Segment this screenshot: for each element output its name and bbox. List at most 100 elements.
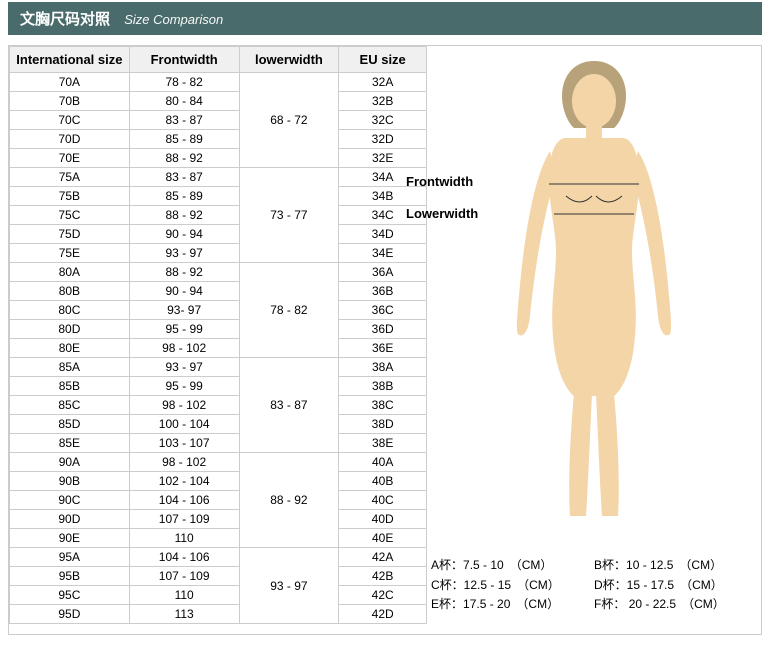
th-intl: International size bbox=[10, 47, 130, 73]
cell-eu: 38D bbox=[339, 415, 427, 434]
label-lowerwidth: Lowerwidth bbox=[406, 206, 478, 221]
size-table: International size Frontwidth lowerwidth… bbox=[9, 46, 427, 624]
table-row: 70B80 - 8432B bbox=[10, 92, 427, 111]
cell-eu: 40E bbox=[339, 529, 427, 548]
cell-intl: 85A bbox=[10, 358, 130, 377]
cell-intl: 80C bbox=[10, 301, 130, 320]
cell-frontwidth: 107 - 109 bbox=[129, 567, 239, 586]
head-shape bbox=[572, 74, 616, 128]
cell-frontwidth: 98 - 102 bbox=[129, 339, 239, 358]
cell-eu: 32D bbox=[339, 130, 427, 149]
cell-eu: 32A bbox=[339, 73, 427, 92]
cell-frontwidth: 104 - 106 bbox=[129, 548, 239, 567]
cell-eu: 42D bbox=[339, 605, 427, 624]
cell-intl: 90C bbox=[10, 491, 130, 510]
cell-lowerwidth: 93 - 97 bbox=[239, 548, 339, 624]
cup-row: C杯：12.5 - 15 （CM） D杯：15 - 17.5 （CM） bbox=[431, 576, 757, 595]
cell-eu: 36A bbox=[339, 263, 427, 282]
cup-row: E杯：17.5 - 20 （CM） F杯： 20 - 22.5 （CM） bbox=[431, 595, 757, 614]
cell-frontwidth: 110 bbox=[129, 529, 239, 548]
cell-frontwidth: 83 - 87 bbox=[129, 111, 239, 130]
cell-frontwidth: 90 - 94 bbox=[129, 225, 239, 244]
cell-eu: 38A bbox=[339, 358, 427, 377]
cell-frontwidth: 78 - 82 bbox=[129, 73, 239, 92]
th-frontwidth: Frontwidth bbox=[129, 47, 239, 73]
table-row: 75B85 - 8934B bbox=[10, 187, 427, 206]
table-row: 80A88 - 9278 - 8236A bbox=[10, 263, 427, 282]
cell-eu: 34B bbox=[339, 187, 427, 206]
cell-intl: 85D bbox=[10, 415, 130, 434]
header-bar: 文胸尺码对照 Size Comparison bbox=[8, 2, 762, 35]
cell-intl: 95A bbox=[10, 548, 130, 567]
cell-eu: 38E bbox=[339, 434, 427, 453]
cell-eu: 40C bbox=[339, 491, 427, 510]
table-row: 75E93 - 9734E bbox=[10, 244, 427, 263]
cell-intl: 85E bbox=[10, 434, 130, 453]
cell-eu: 36E bbox=[339, 339, 427, 358]
table-row: 85C98 - 10238C bbox=[10, 396, 427, 415]
cell-frontwidth: 88 - 92 bbox=[129, 206, 239, 225]
cell-intl: 70A bbox=[10, 73, 130, 92]
torso-shape bbox=[549, 138, 639, 396]
table-row: 90D107 - 109 40D bbox=[10, 510, 427, 529]
cell-frontwidth: 107 - 109 bbox=[129, 510, 239, 529]
table-row: 90E11040E bbox=[10, 529, 427, 548]
cell-eu: 42C bbox=[339, 586, 427, 605]
cell-frontwidth: 93- 97 bbox=[129, 301, 239, 320]
cell-intl: 90B bbox=[10, 472, 130, 491]
right-leg-shape bbox=[596, 394, 619, 516]
cup-cell: D杯：15 - 17.5 （CM） bbox=[594, 576, 757, 595]
cell-intl: 85C bbox=[10, 396, 130, 415]
cell-lowerwidth: 88 - 92 bbox=[239, 453, 339, 548]
cup-cell: F杯： 20 - 22.5 （CM） bbox=[594, 595, 757, 614]
cell-lowerwidth: 78 - 82 bbox=[239, 263, 339, 358]
body-silhouette: Frontwidth Lowerwidth bbox=[494, 56, 694, 526]
cell-eu: 36B bbox=[339, 282, 427, 301]
table-row: 70E88 - 9232E bbox=[10, 149, 427, 168]
figure-wrap: Frontwidth Lowerwidth A杯：7.5 - 10 （CM） B… bbox=[427, 46, 761, 634]
cell-frontwidth: 85 - 89 bbox=[129, 130, 239, 149]
cell-intl: 70E bbox=[10, 149, 130, 168]
table-row: 80C93- 9736C bbox=[10, 301, 427, 320]
cell-intl: 90A bbox=[10, 453, 130, 472]
cell-frontwidth: 98 - 102 bbox=[129, 453, 239, 472]
cell-eu: 36D bbox=[339, 320, 427, 339]
cell-intl: 75C bbox=[10, 206, 130, 225]
cell-frontwidth: 88 - 92 bbox=[129, 149, 239, 168]
cell-eu: 40D bbox=[339, 510, 427, 529]
table-row: 95D11342D bbox=[10, 605, 427, 624]
cell-frontwidth: 113 bbox=[129, 605, 239, 624]
th-lowerwidth: lowerwidth bbox=[239, 47, 339, 73]
table-row: 80B90 - 94 36B bbox=[10, 282, 427, 301]
cell-intl: 80D bbox=[10, 320, 130, 339]
content-container: International size Frontwidth lowerwidth… bbox=[8, 45, 762, 635]
cell-intl: 75B bbox=[10, 187, 130, 206]
cell-intl: 75E bbox=[10, 244, 130, 263]
table-row: 95B107 - 10942B bbox=[10, 567, 427, 586]
table-row: 90A98 - 10288 - 9240A bbox=[10, 453, 427, 472]
table-row: 70D85 - 8932D bbox=[10, 130, 427, 149]
cell-eu: 34D bbox=[339, 225, 427, 244]
cell-frontwidth: 83 - 87 bbox=[129, 168, 239, 187]
cell-eu: 40B bbox=[339, 472, 427, 491]
table-row: 90B102 - 104 40B bbox=[10, 472, 427, 491]
table-row: 75D90 - 94 34D bbox=[10, 225, 427, 244]
table-row: 75A83 - 8773 - 7734A bbox=[10, 168, 427, 187]
cell-intl: 95C bbox=[10, 586, 130, 605]
cell-intl: 75D bbox=[10, 225, 130, 244]
cell-intl: 80B bbox=[10, 282, 130, 301]
cell-eu: 38C bbox=[339, 396, 427, 415]
cell-frontwidth: 90 - 94 bbox=[129, 282, 239, 301]
table-row: 70A78 - 8268 - 7232A bbox=[10, 73, 427, 92]
cell-frontwidth: 102 - 104 bbox=[129, 472, 239, 491]
cell-intl: 70B bbox=[10, 92, 130, 111]
cell-intl: 90D bbox=[10, 510, 130, 529]
table-row: 85B95 - 9938B bbox=[10, 377, 427, 396]
cell-frontwidth: 100 - 104 bbox=[129, 415, 239, 434]
cell-frontwidth: 103 - 107 bbox=[129, 434, 239, 453]
cell-intl: 95B bbox=[10, 567, 130, 586]
cell-eu: 42A bbox=[339, 548, 427, 567]
cell-lowerwidth: 73 - 77 bbox=[239, 168, 339, 263]
header-title-cn: 文胸尺码对照 bbox=[20, 11, 110, 28]
label-frontwidth: Frontwidth bbox=[406, 174, 473, 189]
